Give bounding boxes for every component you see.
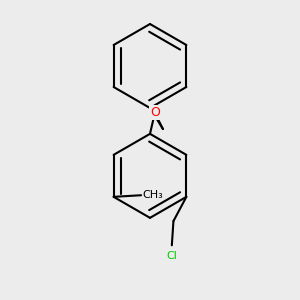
Text: CH₃: CH₃ xyxy=(143,190,164,200)
Text: O: O xyxy=(150,106,160,119)
Text: Cl: Cl xyxy=(167,251,177,261)
